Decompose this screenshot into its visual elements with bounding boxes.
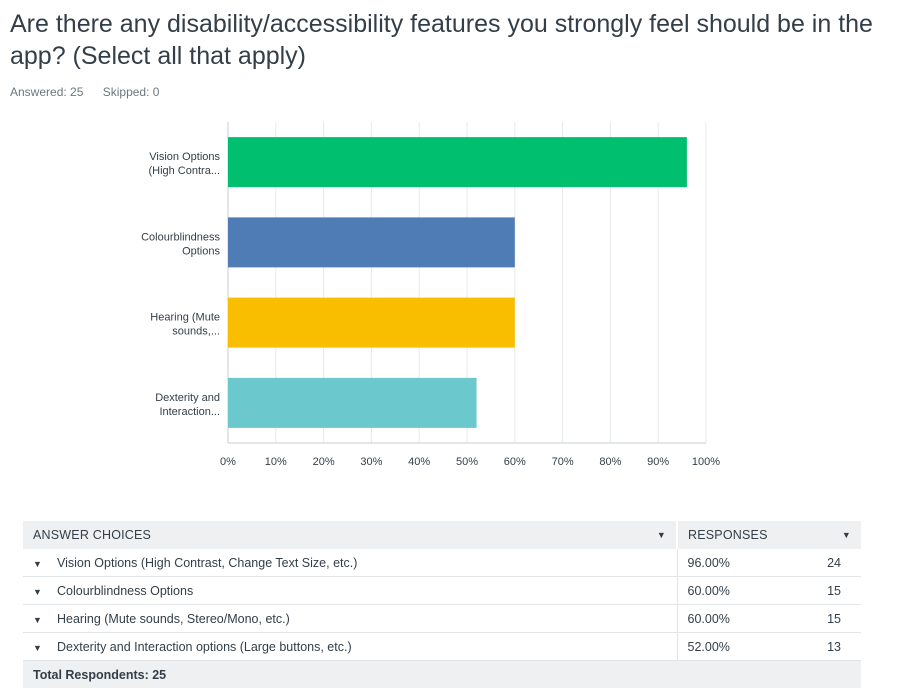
response-count: 15 [785,576,861,605]
answer-choices-header[interactable]: ANSWER CHOICES ▼ [23,521,678,549]
bar[interactable] [228,137,687,188]
x-tick-label: 90% [647,456,669,468]
bar[interactable] [228,377,477,428]
x-tick-label: 10% [265,456,287,468]
bar[interactable] [228,217,515,268]
expand-caret-icon[interactable]: ▼ [33,614,42,625]
category-label: Dexterity and Interaction... [155,392,220,418]
bar[interactable] [228,297,515,348]
bar-chart: 0% 10% 20% 30% 40% 50% 60% 70% 80% 90% 100% Vision … [141,122,720,468]
x-tick-label: 0% [220,456,236,468]
x-tick-label: 40% [408,456,430,468]
table-row: ▼ Hearing (Mute sounds, Stereo/Mono, etc.… [23,604,861,633]
category-label: Colourblindness Options [141,231,220,257]
x-tick-label: 100% [692,456,720,468]
skipped-count: Skipped: 0 [102,85,160,99]
x-tick-label: 20% [313,456,335,468]
category-label: Hearing (Mute sounds,... [150,312,220,338]
category-label: Vision Options (High Contra... [148,151,220,177]
responses-header[interactable]: RESPONSES ▼ [677,521,861,549]
x-tick-label: 50% [456,456,478,468]
expand-caret-icon[interactable]: ▼ [33,642,42,653]
sort-caret-icon[interactable]: ▼ [656,530,666,540]
x-tick-label: 30% [360,456,382,468]
response-count: 24 [785,549,861,577]
response-percent: 52.00% [677,632,786,661]
choice-label: Hearing (Mute sounds, Stereo/Mono, etc.) [57,611,290,626]
expand-caret-icon[interactable]: ▼ [33,586,42,597]
x-tick-label: 70% [552,456,574,468]
table-row: ▼ Dexterity and Interaction options (Larg… [23,632,861,661]
sort-caret-icon[interactable]: ▼ [841,530,851,540]
response-count: 15 [785,604,861,633]
table-row: ▼ Colourblindness Options 60.00% 15 [23,576,861,605]
x-tick-label: 60% [504,456,526,468]
table-row: ▼ Vision Options (High Contrast, Change T… [23,549,861,577]
x-tick-label: 80% [599,456,621,468]
response-meta: Answered: 25 Skipped: 0 [10,85,175,99]
choice-label: Dexterity and Interaction options (Large… [57,639,352,654]
expand-caret-icon[interactable]: ▼ [33,558,42,569]
response-percent: 96.00% [677,549,786,577]
total-row: Total Respondents: 25 [23,660,861,688]
response-percent: 60.00% [677,604,786,633]
choice-label: Colourblindness Options [57,583,194,598]
question-title: Are there any disability/accessibility f… [10,10,873,70]
choice-label: Vision Options (High Contrast, Change Te… [57,555,358,570]
total-respondents: Total Respondents: 25 [23,660,861,688]
response-percent: 60.00% [677,576,786,605]
response-count: 13 [785,632,861,661]
responses-table: ANSWER CHOICES ▼ RESPONSES ▼ ▼ Vision Opt… [23,521,861,688]
answered-count: Answered: 25 [10,85,84,99]
